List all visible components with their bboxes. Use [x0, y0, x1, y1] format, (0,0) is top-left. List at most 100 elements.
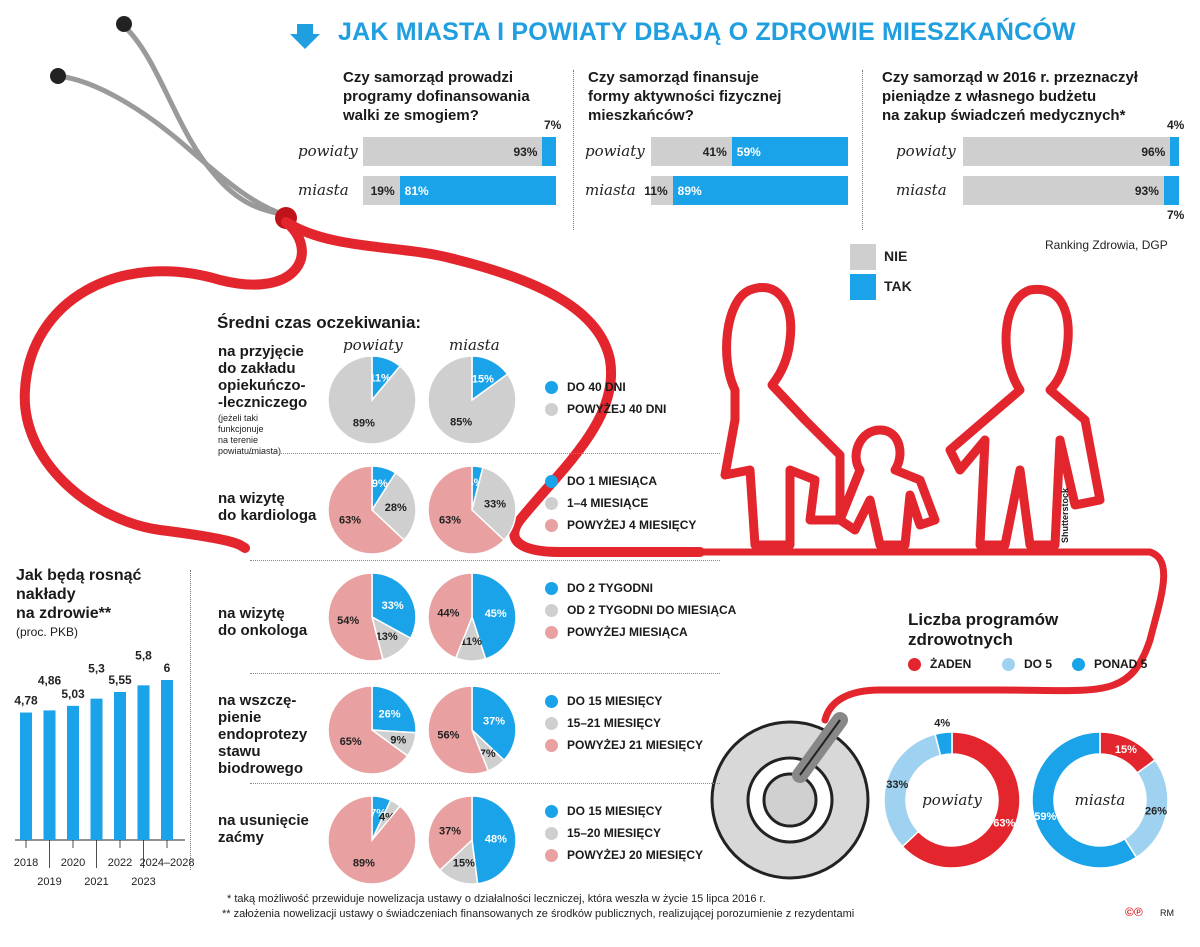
bar-segment-tak: 81%: [399, 176, 556, 205]
pie-slice: [471, 572, 517, 660]
pie-slice-label: 65%: [340, 736, 362, 748]
legend-text: DO 5: [1024, 657, 1053, 671]
survey-bar: 19% 81%: [363, 176, 556, 205]
category-label-line: zaćmy: [218, 829, 264, 846]
bar-segment-nie: 93%: [963, 176, 1164, 205]
donut-slice-label: 15%: [1115, 744, 1137, 756]
legend-text: DO 15 MIESIĘCY: [567, 804, 663, 818]
pie-legend-item: POWYŻEJ 20 MIESIĘCY: [545, 848, 703, 862]
spending-bar: [137, 685, 150, 840]
legend-text: POWYŻEJ MIESIĄCA: [567, 625, 688, 639]
spending-bar: [114, 692, 126, 840]
survey-question-line: formy aktywności fizycznej: [588, 88, 782, 105]
legend-text: 15–20 MIESIĘCY: [567, 826, 662, 840]
category-note: (jeżeli taki funkcjonuje na terenie powiatu…: [218, 413, 281, 457]
category-note-line: powiatu/miasta): [218, 446, 282, 456]
legend-dot: [545, 716, 558, 730]
pie-slice-label: 89%: [353, 418, 375, 430]
pie-slice-label: 48%: [485, 833, 507, 845]
spending-bar: [43, 710, 56, 840]
pie-slice-label: 63%: [339, 515, 361, 527]
bar-value-tak: 59%: [736, 144, 761, 159]
x-tick-label: 2023: [131, 876, 155, 888]
donut-slice-label: 33%: [886, 779, 908, 791]
pie-legend-item: POWYŻEJ 4 MIESIĘCY: [545, 518, 696, 532]
survey-question-line: na zakup świadczeń medycznych*: [882, 107, 1126, 124]
survey-bar: 11% 89%: [644, 176, 848, 205]
bar-segment-tak: [542, 137, 556, 166]
pie-powiaty: 11% 89%: [327, 355, 417, 445]
bar-value-nie: 93%: [513, 144, 538, 159]
legend-dot: [545, 738, 558, 752]
survey-question-line: mieszkańców?: [588, 107, 694, 124]
pie-slice: [371, 471, 417, 542]
legend-text: DO 2 TYGODNI: [567, 581, 654, 595]
bar-value-tak: 89%: [677, 183, 702, 198]
category-label-line: na wizytę: [218, 605, 285, 622]
pie-slice-label: 11%: [461, 636, 483, 648]
spending-title-line: nakłady: [16, 586, 76, 603]
pie-slice: [327, 465, 406, 555]
legend-text: ŻADEN: [930, 657, 972, 671]
pie-column-miasta: miasta: [449, 336, 500, 354]
pie-legend-item: 15–21 MIESIĘCY: [545, 716, 661, 730]
donut-slice: [1031, 731, 1138, 869]
pie-slice-label: 56%: [437, 729, 459, 741]
pie-legend-item: OD 2 TYGODNI DO MIESIĄCA: [545, 603, 736, 617]
programs-title-line: Liczba programów: [908, 610, 1059, 629]
spending-title-line: Jak będą rosnąć: [16, 567, 142, 584]
photo-credit: Shutterstock: [1060, 487, 1070, 543]
pie-powiaty: 9% 28% 63%: [327, 465, 417, 555]
pie-slice-label: 15%: [472, 374, 494, 386]
programs-legend-item: ŻADEN: [908, 657, 971, 671]
legend-dot: [545, 496, 558, 510]
x-tick-label: 2022: [108, 857, 132, 869]
divider: [250, 783, 720, 784]
pie-miasta: 48% 15% 37%: [427, 795, 517, 885]
divider: [190, 570, 191, 870]
category-label-line: pienie: [218, 709, 262, 726]
legend-text: DO 15 MIESIĘCY: [567, 694, 663, 708]
pie-slice: [371, 572, 417, 640]
pie-column-powiaty: powiaty: [343, 336, 403, 354]
pie-slice-label: 28%: [385, 502, 407, 514]
legend-nie-swatch: [850, 244, 876, 270]
legend-tak-label: TAK: [884, 278, 912, 294]
legend-dot: [545, 603, 558, 617]
divider: [250, 673, 720, 674]
programs-legend-item: PONAD 5: [1072, 657, 1147, 671]
survey-row-label: miasta: [896, 181, 947, 199]
spending-title-line: na zdrowie**: [16, 605, 112, 622]
footnote-2: ** założenia nowelizacji ustawy o świadc…: [222, 908, 855, 920]
legend-text: POWYŻEJ 21 MIESIĘCY: [567, 738, 704, 752]
pie-legend-item: POWYŻEJ MIESIĄCA: [545, 625, 688, 639]
pie-legend-item: 1–4 MIESIĄCE: [545, 496, 648, 510]
pie-miasta: 45% 11% 44%: [427, 572, 517, 662]
survey-question-line: walki ze smogiem?: [343, 107, 479, 124]
pie-powiaty: 7%4%89%: [327, 795, 417, 885]
bar-segment-tak: 59%: [731, 137, 848, 166]
survey-question-line: programy dofinansowania: [343, 88, 530, 105]
bar-value-label: 5,8: [135, 648, 152, 662]
legend-dot: [545, 518, 558, 532]
bar-value-label: 4,78: [14, 694, 38, 708]
bar-segment-nie: 19%: [363, 176, 400, 205]
bar-value-label: 4,86: [38, 673, 62, 687]
divider: [573, 70, 574, 230]
author-initials: RM: [1160, 908, 1174, 918]
pie-legend-item: DO 15 MIESIĘCY: [545, 804, 662, 818]
category-label-line: do onkologa: [218, 622, 308, 639]
pie-slice: [427, 685, 490, 775]
bar-value-tak: 7%: [1167, 208, 1185, 222]
programs-title-line: zdrowotnych: [908, 630, 1013, 649]
survey-bar: 41% 59%: [651, 137, 848, 166]
pie-legend-item: POWYŻEJ 21 MIESIĘCY: [545, 738, 703, 752]
survey-row-label: miasta: [298, 181, 349, 199]
pie-slice-label: 85%: [450, 416, 472, 428]
legend-text: POWYŻEJ 4 MIESIĘCY: [567, 518, 697, 532]
category-label-line: na wizytę: [218, 490, 285, 507]
pie-slice-label: 37%: [483, 715, 505, 727]
bar-value-label: 5,03: [61, 687, 85, 701]
x-tick-label: 2020: [61, 857, 85, 869]
bar-value-nie: 96%: [1141, 144, 1166, 159]
